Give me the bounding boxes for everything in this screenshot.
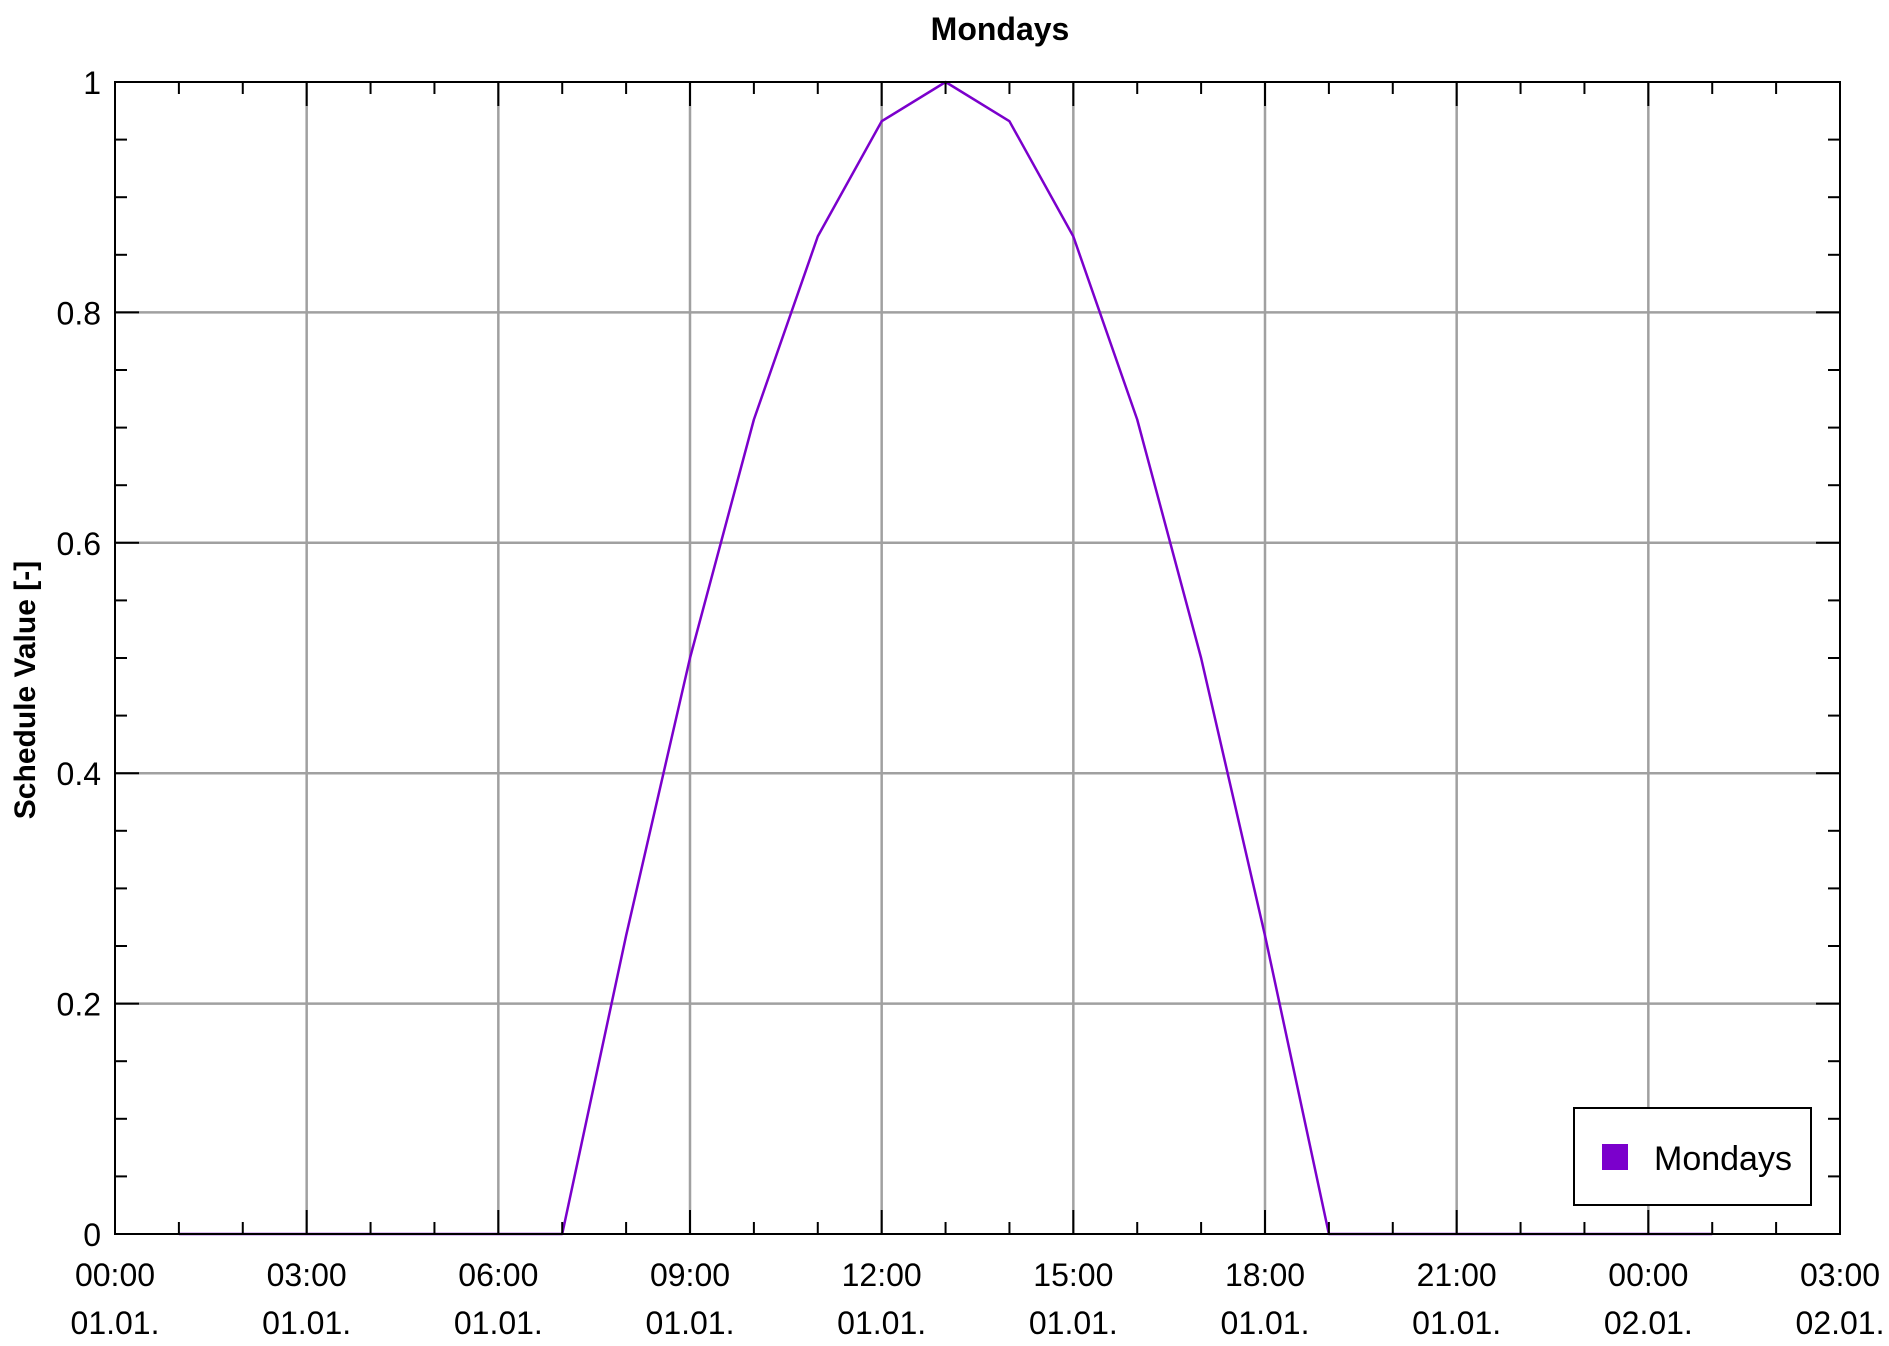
x-tick-label-time: 15:00: [1033, 1257, 1113, 1293]
legend-swatch: [1602, 1144, 1628, 1170]
x-tick-labels: 00:00 01.01. 03:00 01.01. 06:00 01.01. 09:00 01…: [71, 1257, 1885, 1341]
x-tick-label-date: 01.01.: [1029, 1305, 1118, 1341]
x-tick-label-date: 02.01.: [1604, 1305, 1693, 1341]
grid: [115, 82, 1840, 1234]
x-tick-label-date: 01.01.: [837, 1305, 926, 1341]
y-tick-label: 0.6: [57, 526, 101, 562]
series-line-mondays: [178, 80, 1713, 1236]
y-tick-labels: 0 0.2 0.4 0.6 0.8 1: [57, 65, 101, 1253]
plot-frame: [114, 81, 1841, 1235]
x-tick-label-time: 18:00: [1225, 1257, 1305, 1293]
y-axis-label: Schedule Value [-]: [9, 561, 42, 819]
x-tick-label-time: 06:00: [458, 1257, 538, 1293]
x-tick-label-date: 01.01.: [262, 1305, 351, 1341]
y-tick-label: 0.8: [57, 295, 101, 331]
y-tick-label: 0: [83, 1217, 101, 1253]
x-tick-label-time: 21:00: [1417, 1257, 1497, 1293]
x-tick-label-date: 01.01.: [454, 1305, 543, 1341]
x-tick-label-date: 01.01.: [646, 1305, 735, 1341]
x-tick-label-time: 00:00: [75, 1257, 155, 1293]
y-tick-label: 1: [83, 65, 101, 101]
x-tick-label-time: 03:00: [267, 1257, 347, 1293]
series-layer: [178, 80, 1713, 1236]
x-tick-label-date: 02.01.: [1796, 1305, 1885, 1341]
legend-label: Mondays: [1654, 1140, 1792, 1178]
x-tick-label-date: 01.01.: [1412, 1305, 1501, 1341]
chart-title: Mondays: [931, 11, 1070, 47]
x-tick-label-time: 12:00: [842, 1257, 922, 1293]
y-tick-label: 0.2: [57, 987, 101, 1023]
y-tick-label: 0.4: [57, 756, 101, 792]
x-tick-label-date: 01.01.: [71, 1305, 160, 1341]
x-tick-label-time: 03:00: [1800, 1257, 1880, 1293]
x-tick-label-time: 00:00: [1608, 1257, 1688, 1293]
legend: Mondays: [1573, 1107, 1812, 1206]
x-tick-label-time: 09:00: [650, 1257, 730, 1293]
ticks: [114, 81, 1841, 1235]
x-tick-label-date: 01.01.: [1221, 1305, 1310, 1341]
